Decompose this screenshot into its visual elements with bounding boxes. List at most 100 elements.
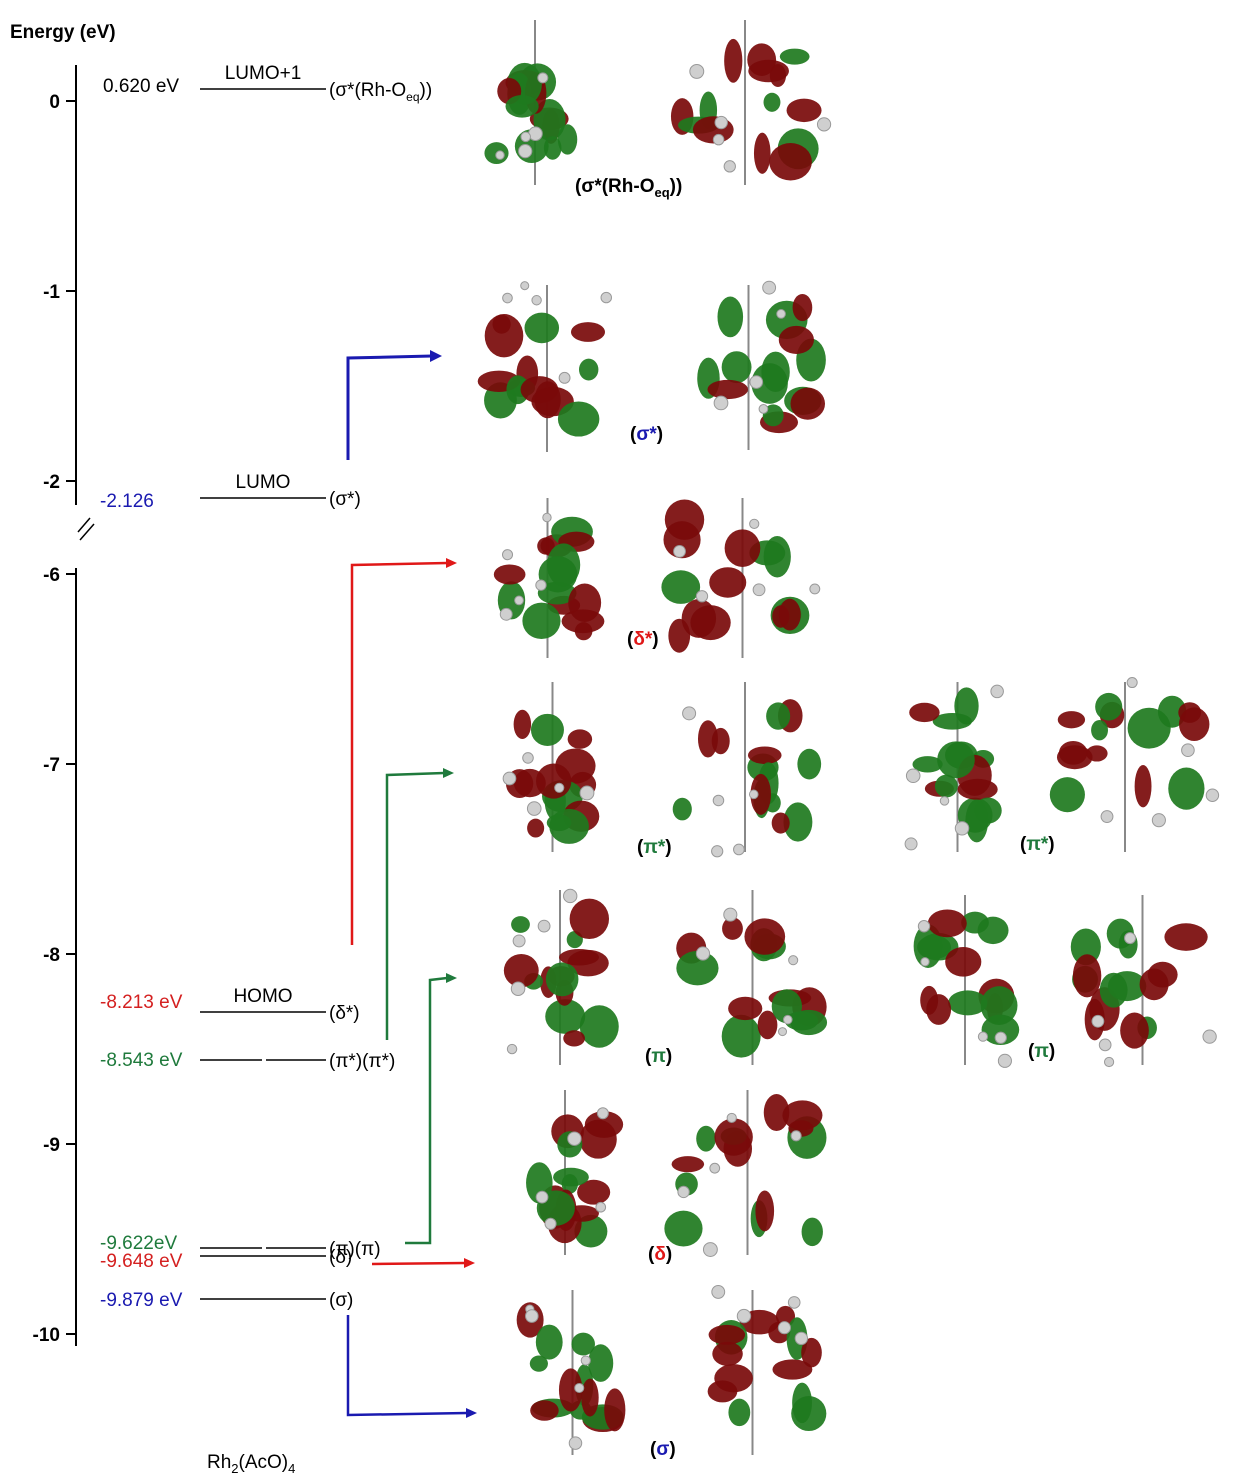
lobe bbox=[568, 729, 592, 748]
tick-label: -7 bbox=[43, 755, 60, 776]
level-label-text: (δ*) bbox=[329, 1003, 360, 1024]
atom bbox=[1101, 811, 1113, 823]
atom bbox=[696, 591, 707, 602]
lobe bbox=[1140, 968, 1169, 1000]
orbital-symbol: δ* bbox=[633, 629, 653, 650]
orbital-symbol: σ* bbox=[636, 424, 657, 445]
atom bbox=[503, 293, 513, 303]
atom bbox=[713, 134, 724, 145]
orbital-symbol: π bbox=[651, 1046, 666, 1067]
atom bbox=[703, 1243, 717, 1257]
atom bbox=[1152, 814, 1165, 827]
orbital-symbol: σ bbox=[656, 1439, 669, 1460]
level-label: (π*)(π*) bbox=[329, 1051, 395, 1072]
atom bbox=[568, 1132, 581, 1145]
lobe bbox=[779, 599, 801, 631]
lobe bbox=[570, 899, 609, 939]
compound-sub: 4 bbox=[288, 1461, 295, 1476]
lobe bbox=[673, 798, 692, 821]
lobe bbox=[1128, 708, 1171, 749]
orbital-label: (π*) bbox=[1020, 834, 1055, 855]
lobe bbox=[748, 746, 782, 763]
lobe bbox=[766, 702, 790, 729]
orbital-label: (π) bbox=[1028, 1041, 1055, 1062]
atom bbox=[753, 584, 765, 596]
arrow-head bbox=[430, 350, 442, 362]
atom bbox=[788, 1297, 800, 1309]
lobe bbox=[707, 380, 748, 399]
lobe bbox=[563, 1030, 585, 1046]
atom bbox=[779, 1028, 787, 1036]
level-name: HOMO bbox=[233, 986, 292, 1007]
lobe bbox=[724, 39, 742, 83]
orbital-images bbox=[478, 20, 1219, 1455]
atom bbox=[580, 786, 594, 800]
arrow bbox=[352, 563, 447, 945]
lobe bbox=[1073, 954, 1101, 997]
orbital-close: ) bbox=[1048, 834, 1054, 855]
atom bbox=[507, 1044, 516, 1053]
lobe bbox=[581, 1379, 598, 1417]
lobe bbox=[506, 95, 539, 118]
atom bbox=[1203, 1030, 1216, 1043]
atom bbox=[536, 1191, 548, 1203]
orbital-close: )) bbox=[670, 176, 683, 197]
lobe bbox=[522, 603, 560, 639]
orbital-symbol: π bbox=[1034, 1041, 1049, 1062]
atom bbox=[789, 956, 798, 965]
atom bbox=[523, 753, 534, 764]
lobe bbox=[722, 351, 752, 383]
lobe bbox=[797, 749, 821, 780]
atom bbox=[1127, 677, 1137, 687]
arrow-head bbox=[446, 973, 457, 983]
lobe bbox=[527, 819, 544, 838]
atom bbox=[906, 769, 920, 783]
lobe bbox=[791, 1396, 826, 1431]
atom bbox=[674, 545, 686, 557]
lobe bbox=[787, 99, 822, 122]
atom bbox=[678, 1186, 689, 1197]
lobe bbox=[779, 326, 814, 354]
level-energy: -9.879 eV bbox=[100, 1290, 183, 1311]
atom bbox=[513, 935, 525, 947]
lobe bbox=[547, 543, 580, 586]
lobe bbox=[559, 949, 599, 965]
atom bbox=[724, 908, 737, 921]
level-label-sub: eq bbox=[406, 90, 419, 104]
lobe bbox=[725, 529, 761, 567]
atom bbox=[727, 1113, 736, 1122]
atom bbox=[502, 550, 512, 560]
lobe bbox=[1059, 741, 1088, 765]
atom bbox=[683, 707, 696, 720]
lobe bbox=[920, 986, 938, 1015]
atom bbox=[795, 1332, 807, 1344]
orbital-label: (π*) bbox=[637, 837, 672, 858]
level-energy: -8.213 eV bbox=[100, 992, 183, 1013]
atom bbox=[545, 1218, 556, 1229]
lobe bbox=[1086, 745, 1107, 761]
atom bbox=[1182, 744, 1195, 757]
lobe bbox=[714, 1118, 752, 1155]
tick-label: -8 bbox=[43, 945, 60, 966]
arrow-head bbox=[443, 768, 454, 778]
orbital-close: ) bbox=[657, 424, 663, 445]
atom bbox=[519, 144, 532, 157]
lobe bbox=[928, 909, 967, 937]
orbital-symbol: π* bbox=[1026, 834, 1049, 855]
lobe bbox=[568, 584, 601, 622]
atom bbox=[569, 1437, 581, 1449]
lobe bbox=[696, 1126, 716, 1152]
lobe bbox=[664, 1211, 702, 1247]
lobe bbox=[772, 812, 790, 833]
tick-label: 0 bbox=[49, 92, 60, 113]
lobe bbox=[1164, 923, 1207, 951]
atom bbox=[918, 921, 929, 932]
lobe bbox=[748, 60, 789, 83]
atom bbox=[940, 797, 949, 806]
atom bbox=[536, 580, 546, 590]
lobe bbox=[521, 376, 559, 403]
tick-label: -10 bbox=[33, 1325, 60, 1346]
atom bbox=[734, 844, 745, 855]
orbital-label: (δ) bbox=[648, 1244, 672, 1265]
atom bbox=[737, 1309, 750, 1322]
